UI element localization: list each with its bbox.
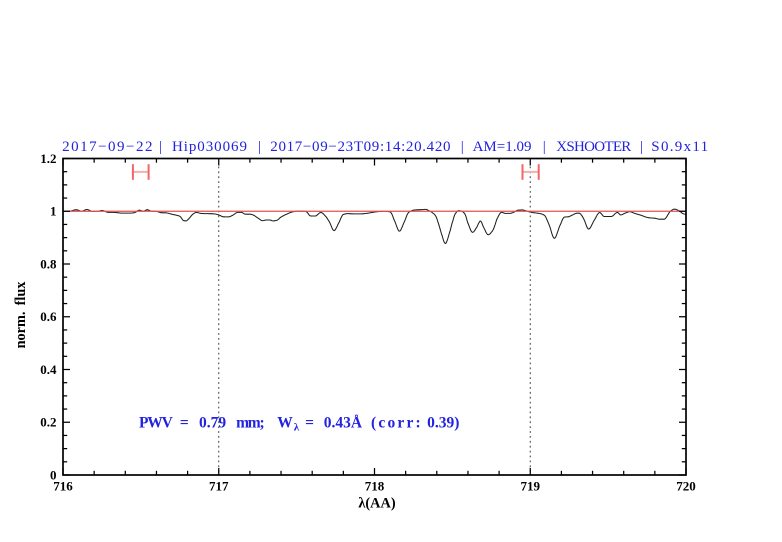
- svg-text:1: 1: [50, 204, 57, 219]
- svg-text:1.2: 1.2: [40, 151, 56, 166]
- svg-text:0.6: 0.6: [40, 309, 57, 324]
- svg-text:716: 716: [53, 479, 73, 494]
- svg-text:0: 0: [50, 467, 57, 482]
- svg-text:0.8: 0.8: [40, 256, 57, 271]
- svg-text:λ(AA): λ(AA): [358, 496, 395, 512]
- svg-text:719: 719: [520, 479, 540, 494]
- svg-text:2017−09−22|Hip030069|2017−09−2: 2017−09−22 | Hip030069 | 2017−09−23T09:14:20…: [62, 139, 709, 155]
- svg-text:norm. flux: norm. flux: [13, 281, 29, 349]
- svg-text:718: 718: [365, 479, 385, 494]
- svg-text:717: 717: [209, 479, 229, 494]
- svg-text:0.2: 0.2: [40, 415, 56, 430]
- svg-text:0.4: 0.4: [40, 362, 57, 377]
- svg-text:720: 720: [676, 479, 696, 494]
